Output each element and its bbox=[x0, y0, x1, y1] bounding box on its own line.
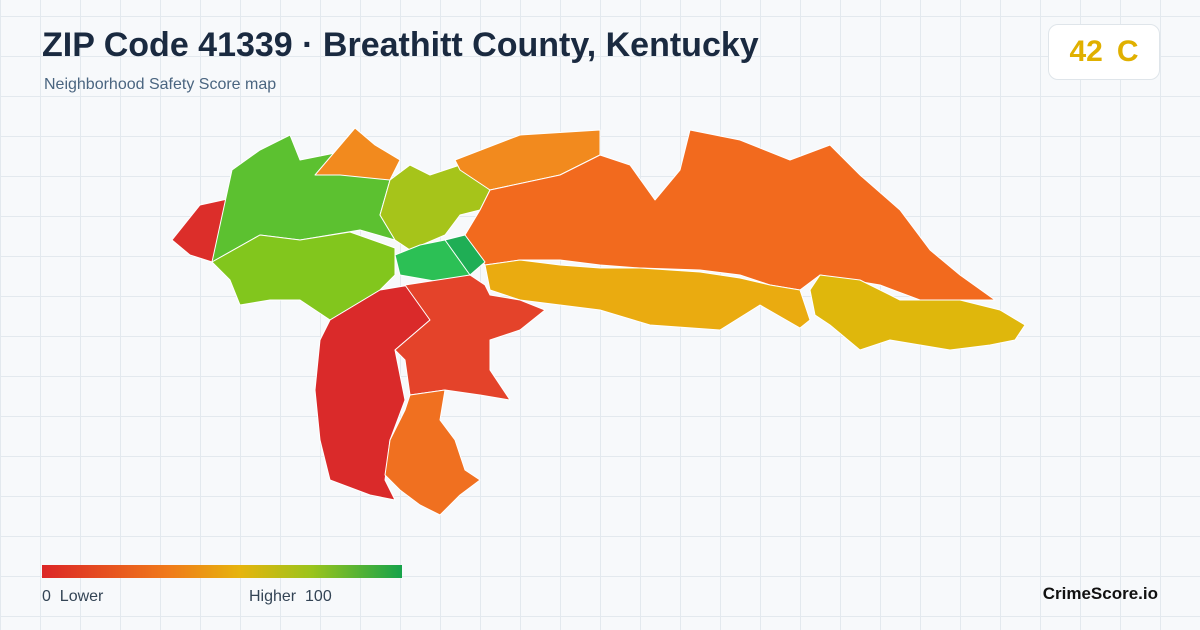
region bbox=[379, 164, 491, 251]
score-badge: 42 C bbox=[1048, 24, 1160, 80]
subtitle: Neighborhood Safety Score map bbox=[44, 76, 277, 93]
region bbox=[464, 129, 996, 301]
legend-max: Higher 100 bbox=[249, 588, 332, 606]
region bbox=[394, 274, 546, 401]
region bbox=[384, 389, 481, 516]
region bbox=[444, 234, 486, 276]
legend-min: 0 Lower bbox=[42, 588, 103, 606]
title: ZIP Code 41339 · Breathitt County, Kentu… bbox=[42, 26, 759, 64]
legend-gradient bbox=[42, 565, 402, 578]
score-value: 42 bbox=[1069, 35, 1103, 68]
legend-min-label: Lower bbox=[59, 588, 104, 605]
region bbox=[809, 274, 1026, 351]
region bbox=[484, 259, 811, 331]
legend-max-value: 100 bbox=[305, 588, 332, 605]
legend-max-label: Higher bbox=[249, 588, 297, 605]
brand: CrimeScore.io bbox=[1042, 584, 1158, 603]
region bbox=[314, 127, 401, 181]
legend-min-value: 0 bbox=[42, 588, 51, 605]
score-grade: C bbox=[1116, 35, 1139, 68]
